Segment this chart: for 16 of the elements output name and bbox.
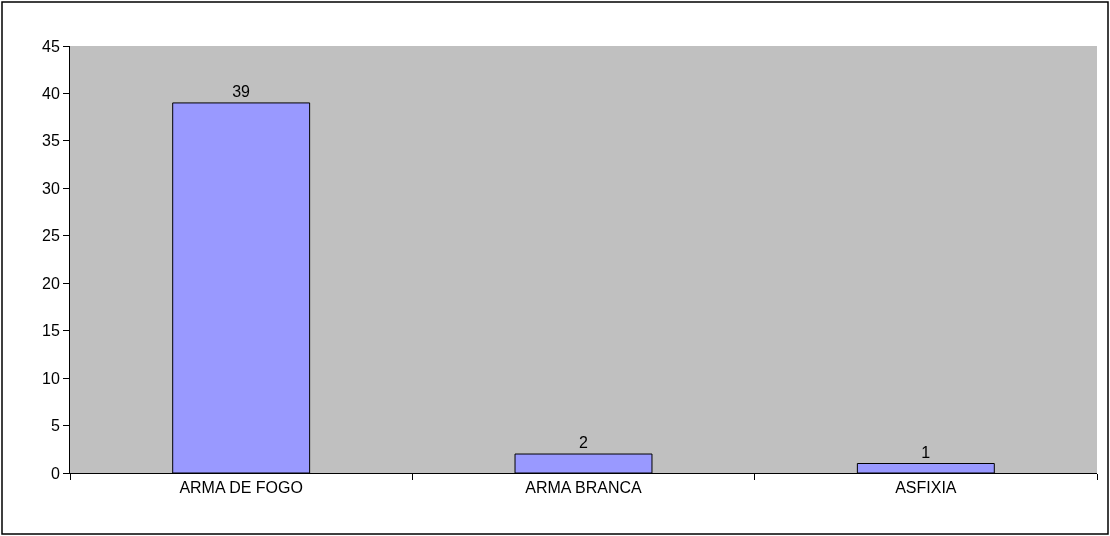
y-tick-label: 30 [42, 179, 60, 197]
y-tick-label: 35 [42, 132, 60, 150]
data-label: 2 [579, 434, 588, 452]
x-tick-label: ARMA DE FOGO [179, 479, 303, 497]
data-label: 1 [921, 443, 931, 461]
y-tick-label: 0 [50, 464, 60, 482]
y-tick-label: 15 [42, 322, 60, 340]
x-tick-label: ARMA BRANCA [525, 479, 643, 497]
y-tick-label: 25 [42, 227, 60, 245]
y-tick-label: 40 [42, 85, 60, 103]
data-label: 39 [232, 82, 251, 100]
y-tick-label: 45 [42, 37, 60, 55]
x-tick-label: ASFIXIA [895, 479, 957, 497]
y-tick-label: 5 [50, 417, 60, 435]
y-tick-label: 20 [42, 274, 60, 292]
y-tick-label: 10 [42, 369, 60, 387]
